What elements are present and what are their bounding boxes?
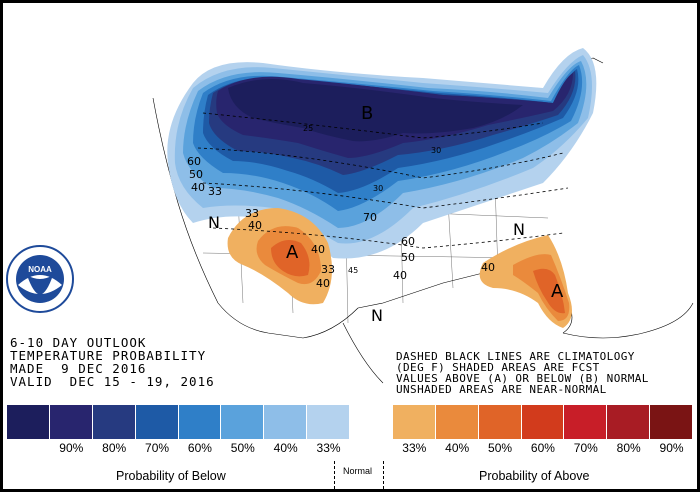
legend-swatch	[264, 405, 308, 439]
legend-swatch	[521, 405, 565, 439]
legend-tick-label: 90%	[659, 441, 684, 455]
outlook-frame: B A A N N N 60 50 40 33 33 40 40 33 40 6…	[3, 3, 697, 489]
contour-label: 33	[245, 207, 259, 220]
contour-labels: 60 50 40 33 33 40 40 33 40 60 50 40 40 7…	[187, 155, 495, 290]
legend-below-label: Probability of Below	[116, 469, 226, 483]
legend-tick-label: 60%	[187, 441, 212, 455]
contour-label: 33	[321, 263, 335, 276]
legend-tick-label: 33%	[402, 441, 427, 455]
legend-tick-label: 70%	[145, 441, 170, 455]
legend-tick-label: 50%	[488, 441, 513, 455]
contour-label: 40	[248, 219, 262, 232]
above-normal-shading-southeast	[479, 235, 572, 328]
valid-dates: VALID DEC 15 - 19, 2016	[10, 374, 215, 389]
below-label: B	[361, 103, 373, 124]
legend-swatch	[7, 405, 50, 439]
contour-label: 40	[316, 277, 330, 290]
above-normal-shading-southwest	[227, 208, 332, 305]
normal-label-east: N	[513, 220, 525, 239]
contour-label: 60	[401, 235, 415, 248]
contour-label: 40	[191, 181, 205, 194]
legend-normal-divider-right	[383, 461, 384, 489]
legend-tick-label: 60%	[530, 441, 555, 455]
above-label-southeast: A	[551, 281, 564, 302]
noaa-logo: NOAA	[6, 245, 74, 313]
note-line-1: DASHED BLACK LINES ARE CLIMATOLOGY	[396, 350, 635, 363]
logo-text: NOAA	[28, 265, 52, 274]
legend-tick-label: 40%	[445, 441, 470, 455]
contour-label: 60	[187, 155, 201, 168]
legend-color-bar	[7, 405, 693, 439]
legend-swatch	[135, 405, 179, 439]
title-line-2: TEMPERATURE PROBABILITY	[10, 348, 207, 363]
temperature-outlook-map: B A A N N N 60 50 40 33 33 40 40 33 40 6…	[6, 48, 694, 384]
legend-swatch	[221, 405, 265, 439]
title-line-1: 6-10 DAY OUTLOOK	[10, 335, 147, 350]
climatology-lines	[197, 112, 569, 249]
legend-tick-label: 80%	[616, 441, 641, 455]
note-line-4: UNSHADED AREAS ARE NEAR-NORMAL	[396, 383, 607, 396]
climatology-label: 25	[303, 124, 313, 133]
contour-label: 40	[481, 261, 495, 274]
legend-swatch	[92, 405, 136, 439]
normal-label-south: N	[371, 306, 383, 325]
legend-swatch	[178, 405, 222, 439]
legend-tick-label: 50%	[230, 441, 255, 455]
contour-label: 33	[208, 185, 222, 198]
legend-swatch	[392, 405, 436, 439]
legend-swatch	[607, 405, 651, 439]
legend-ticks: 90% 80% 70% 60% 50% 40% 33% 33% 40% 50% 60% 70% 80% 9…	[7, 441, 693, 457]
climatology-label: 30	[431, 146, 441, 155]
legend-tick-label: 70%	[573, 441, 598, 455]
legend-swatch	[478, 405, 522, 439]
legend-swatch	[650, 405, 693, 439]
contour-label: 50	[189, 168, 203, 181]
legend-normal-label: Normal	[343, 466, 373, 476]
legend-tick-label: 80%	[102, 441, 127, 455]
legend-swatch	[307, 405, 350, 439]
contour-label: 40	[311, 243, 325, 256]
legend-tick-label: 40%	[273, 441, 298, 455]
contour-label: 40	[393, 269, 407, 282]
normal-label-west: N	[208, 213, 220, 232]
legend-tick-label: 90%	[59, 441, 84, 455]
note-line-3: VALUES ABOVE (A) OR BELOW (B) NORMAL	[396, 372, 649, 385]
climatology-label: 30	[373, 184, 383, 193]
legend-swatch	[49, 405, 93, 439]
legend-above-label: Probability of Above	[479, 469, 590, 483]
contour-label: 50	[401, 251, 415, 264]
legend-normal-divider-left	[334, 461, 335, 489]
climatology-labels: 25 30 45 30	[303, 124, 441, 275]
seagull-icon	[27, 275, 53, 295]
legend-tick-label: 33%	[316, 441, 341, 455]
contour-label: 70	[363, 211, 377, 224]
above-label-southwest: A	[286, 242, 299, 263]
note-line-2: (DEG F) SHADED AREAS ARE FCST	[396, 361, 600, 374]
legend-swatch	[564, 405, 608, 439]
legend-swatch	[350, 405, 393, 439]
below-normal-shading	[167, 48, 597, 259]
legend-swatch	[435, 405, 479, 439]
climatology-label: 45	[348, 266, 358, 275]
made-date: MADE 9 DEC 2016	[10, 361, 147, 376]
